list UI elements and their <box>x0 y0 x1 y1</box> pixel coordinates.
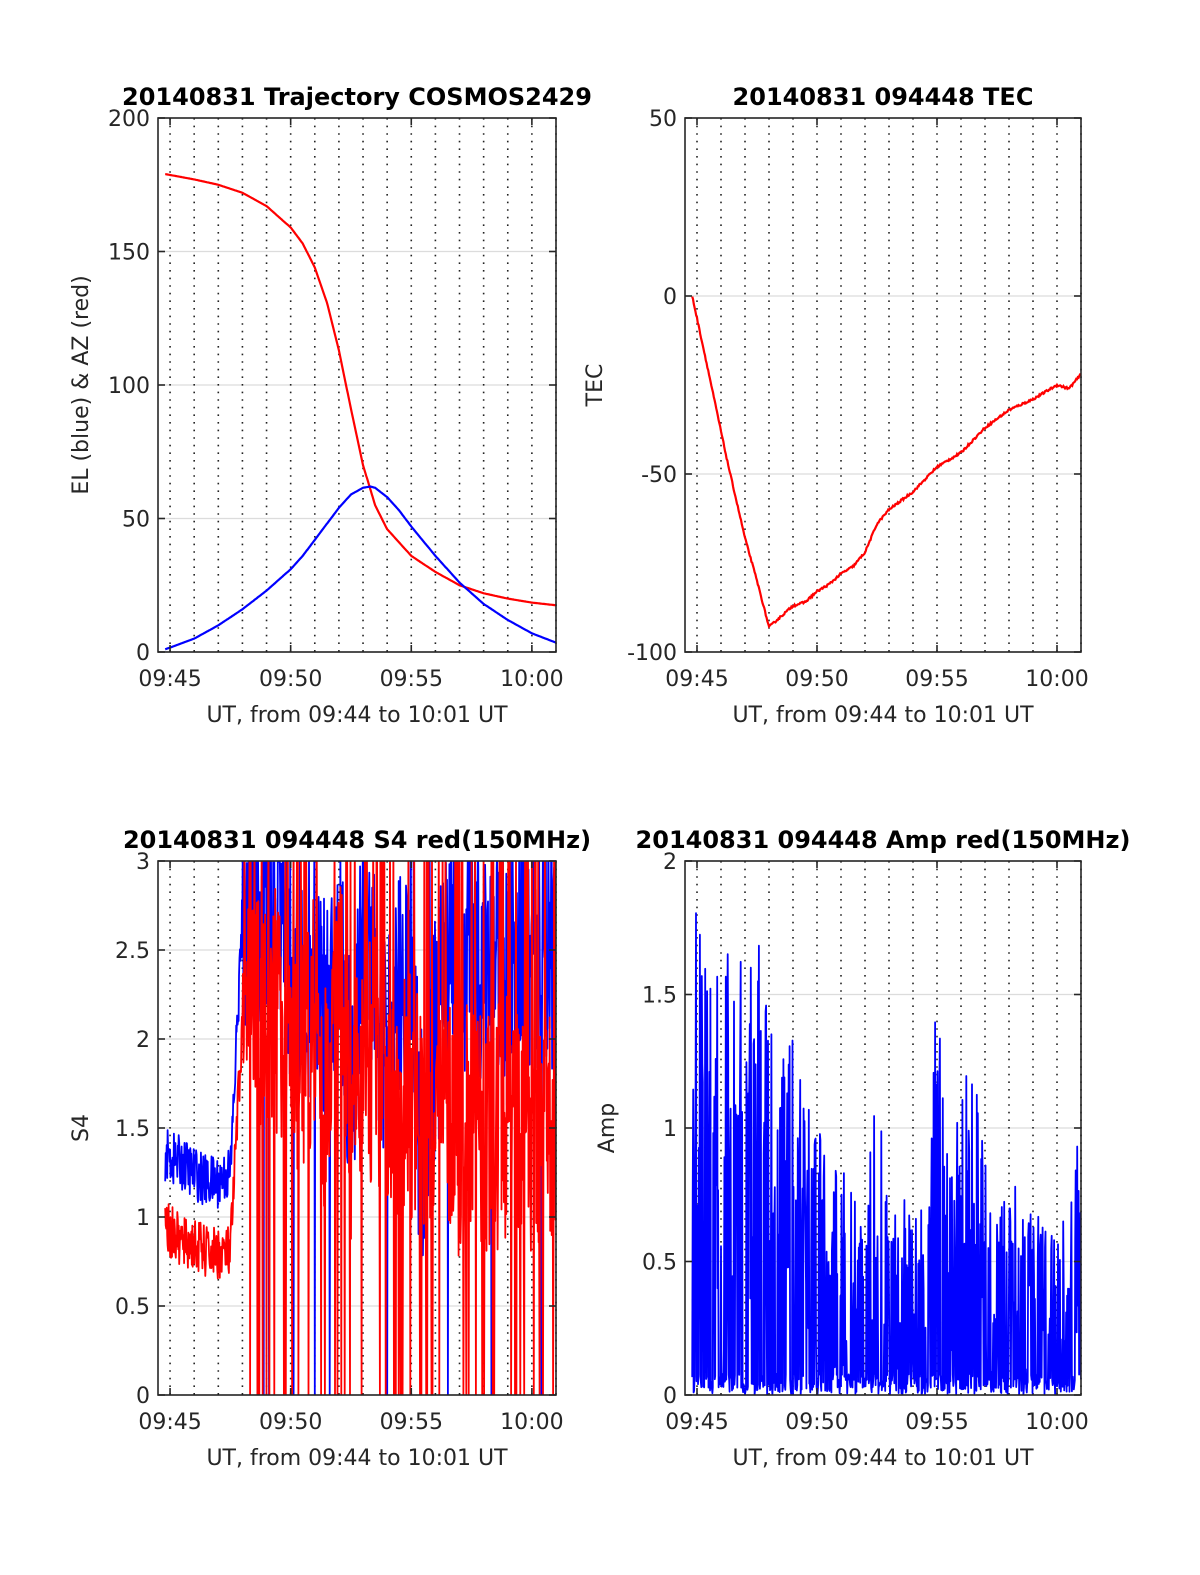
chart-title: 20140831 094448 S4 red(150MHz) <box>123 826 591 854</box>
y-tick-label: 1 <box>663 1117 677 1142</box>
x-axis-label: UT, from 09:44 to 10:01 UT <box>732 703 1034 728</box>
x-tick-label: 10:00 <box>500 1410 563 1435</box>
x-tick-label: 09:55 <box>380 1410 443 1435</box>
x-tick-label: 09:45 <box>138 667 201 692</box>
x-tick-label: 09:45 <box>665 1410 728 1435</box>
x-axis-label: UT, from 09:44 to 10:01 UT <box>206 703 508 728</box>
series-group <box>691 912 1081 1395</box>
y-tick-label: 200 <box>108 107 150 132</box>
y-axis-label: EL (blue) & AZ (red) <box>69 275 94 494</box>
y-tick-label: 150 <box>108 241 150 266</box>
y-tick-label: 1 <box>136 1206 150 1231</box>
series-line-0 <box>165 173 556 607</box>
amp-panel: 0 0.5 1 1.5 2 09:45 09:50 09:55 10:00 20140831 09… <box>595 826 1130 1471</box>
x-tick-label: 09:55 <box>905 667 968 692</box>
chart-title: 20140831 Trajectory COSMOS2429 <box>122 83 592 111</box>
y-tick-label: 0.5 <box>642 1251 677 1276</box>
y-tick-label: 1.5 <box>115 1117 150 1142</box>
axes-box <box>684 117 1082 653</box>
tec-panel: -100 -50 0 50 09:45 09:50 09:55 10:00 20140831 0… <box>583 83 1089 728</box>
series-line-1 <box>164 861 556 1395</box>
x-tick-label: 09:50 <box>785 1410 848 1435</box>
x-tick-label: 09:45 <box>138 1410 201 1435</box>
series-group <box>164 861 556 1395</box>
y-tick-label: 0 <box>136 1384 150 1409</box>
x-tick-label: 10:00 <box>500 667 563 692</box>
chart-title: 20140831 094448 TEC <box>733 83 1034 111</box>
series-line-0 <box>691 296 1081 629</box>
y-tick-label: 0 <box>663 285 677 310</box>
y-axis-label: Amp <box>595 1103 620 1153</box>
y-tick-label: 2 <box>663 850 677 875</box>
x-tick-label: 09:55 <box>380 667 443 692</box>
y-axis-label: TEC <box>583 364 608 408</box>
x-tick-label: 09:50 <box>785 667 848 692</box>
y-tick-label: -100 <box>627 641 677 666</box>
x-tick-label: 09:45 <box>665 667 728 692</box>
y-tick-label: 50 <box>122 508 150 533</box>
s4-panel: 0 0.5 1 1.5 2 2.5 3 09:45 09:50 09:55 10:00 2014083… <box>69 826 591 1471</box>
y-tick-label: 0 <box>663 1384 677 1409</box>
x-tick-label: 09:50 <box>259 667 322 692</box>
x-tick-label: 10:00 <box>1025 667 1088 692</box>
y-tick-label: 0 <box>136 641 150 666</box>
y-tick-label: 1.5 <box>642 984 677 1009</box>
y-tick-label: 0.5 <box>115 1295 150 1320</box>
chart-title: 20140831 094448 Amp red(150MHz) <box>636 826 1131 854</box>
y-tick-label: 3 <box>136 850 150 875</box>
x-tick-label: 09:50 <box>259 1410 322 1435</box>
x-axis-label: UT, from 09:44 to 10:01 UT <box>732 1446 1034 1471</box>
series-group <box>691 296 1081 629</box>
y-tick-label: 50 <box>649 107 677 132</box>
y-tick-label: 2.5 <box>115 939 150 964</box>
series-line-0 <box>691 912 1081 1395</box>
y-axis-label: S4 <box>69 1114 94 1142</box>
series-line-1 <box>164 485 556 651</box>
y-tick-label: -50 <box>641 463 677 488</box>
trajectory-panel: 0 50 100 150 200 09:45 09:50 09:55 10:00 20140831… <box>69 83 592 728</box>
series-group <box>164 173 556 651</box>
y-tick-label: 2 <box>136 1028 150 1053</box>
x-tick-label: 10:00 <box>1025 1410 1088 1435</box>
x-axis-label: UT, from 09:44 to 10:01 UT <box>206 1446 508 1471</box>
x-tick-label: 09:55 <box>905 1410 968 1435</box>
y-tick-label: 100 <box>108 374 150 399</box>
